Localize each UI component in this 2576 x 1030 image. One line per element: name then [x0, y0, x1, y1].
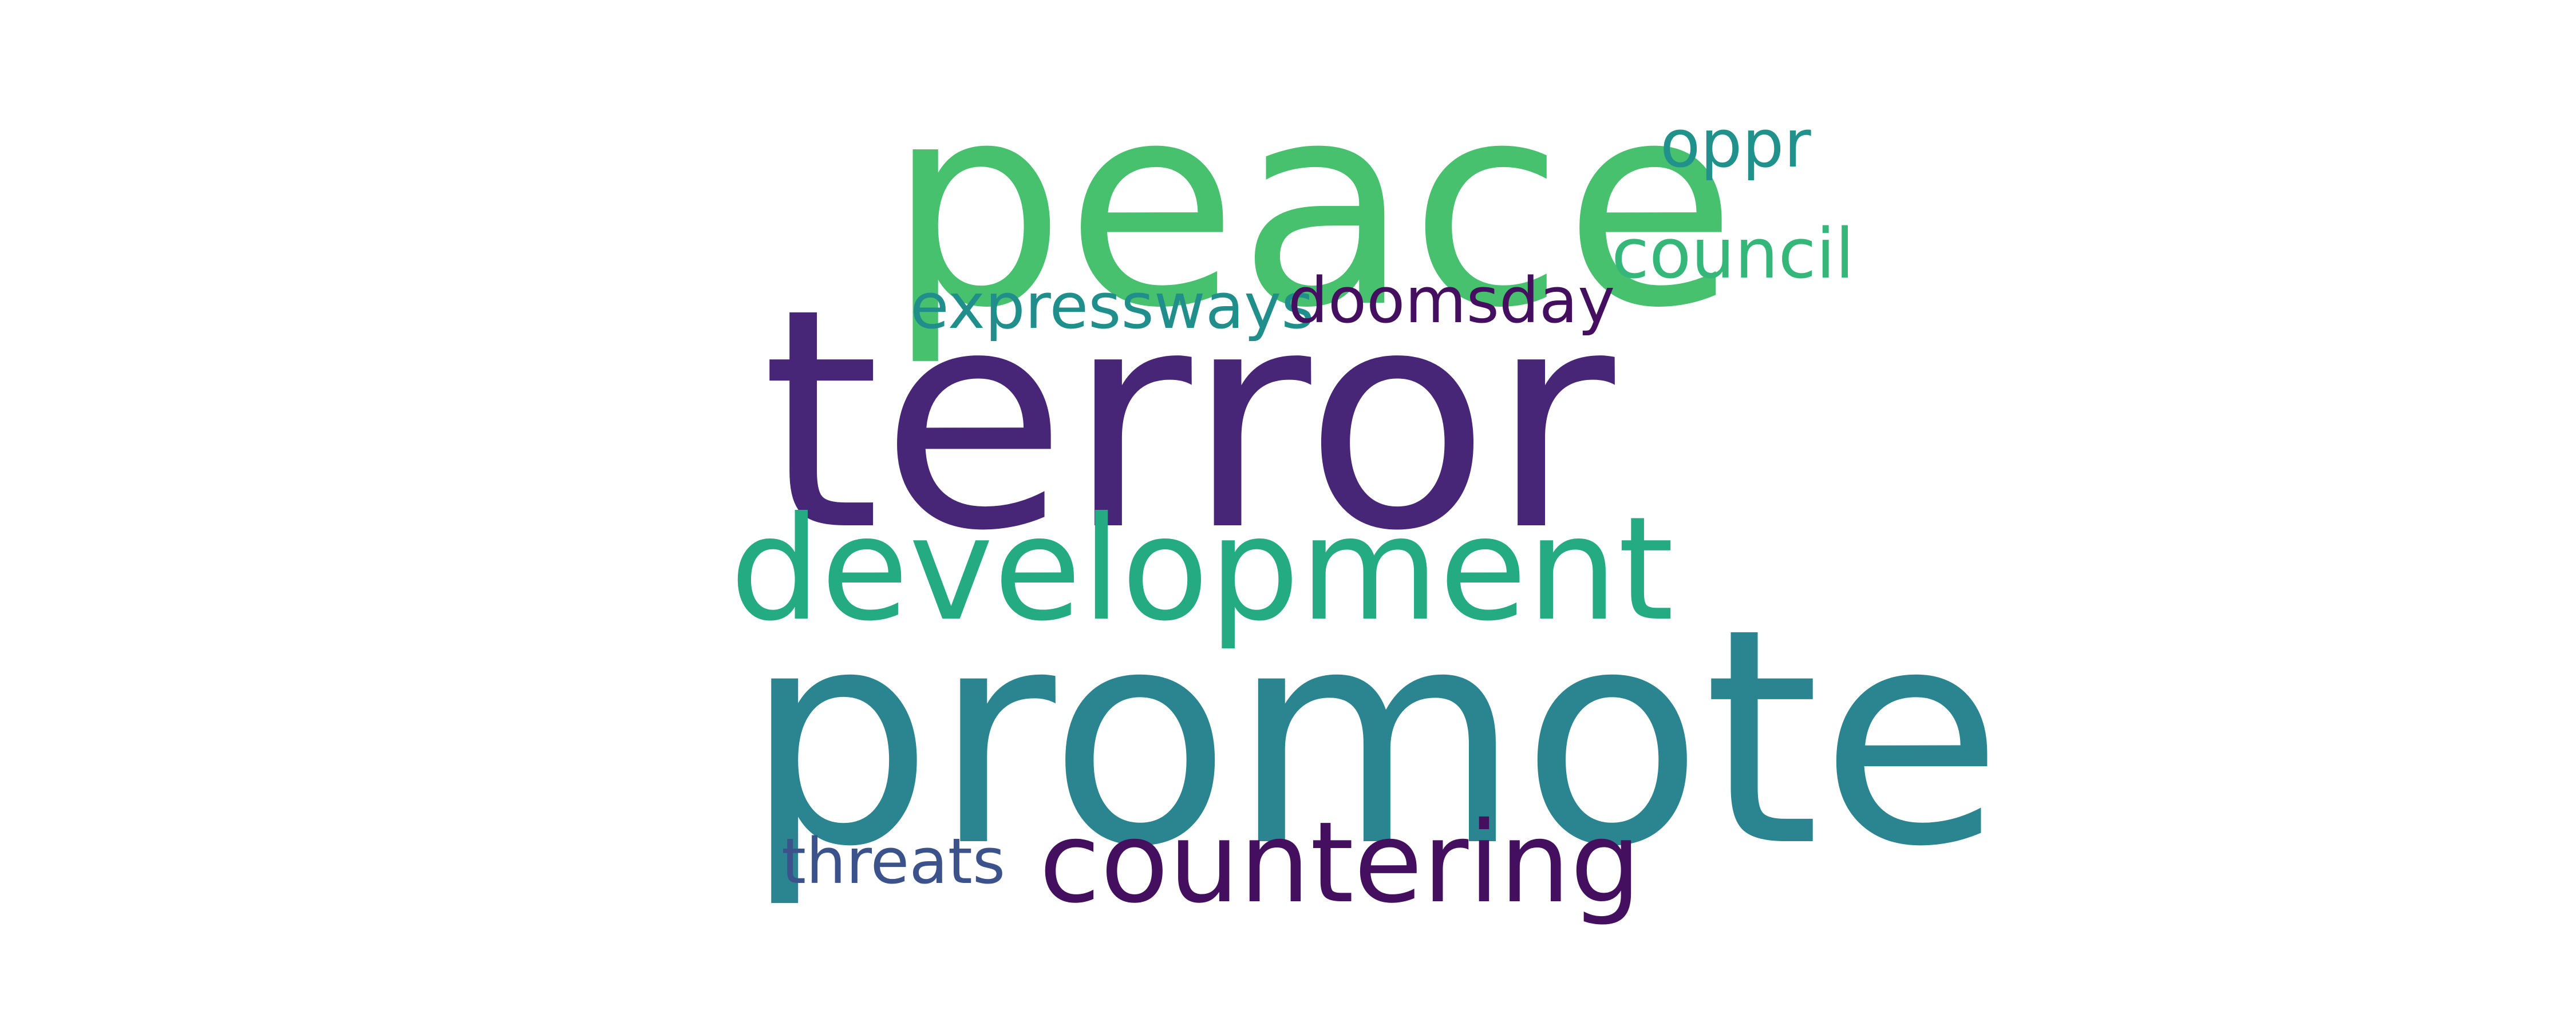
word-development: development: [730, 486, 1674, 652]
word-threats: threats: [781, 825, 1006, 898]
word-doomsday: doomsday: [1288, 264, 1615, 337]
word-expressways: expressways: [910, 270, 1314, 343]
word-terror: terror: [761, 244, 1615, 597]
word-countering: countering: [1039, 798, 1641, 928]
word-peace: peace: [887, 42, 1737, 369]
word-oppr: oppr: [1660, 106, 1811, 183]
word-promote: promote: [744, 565, 2004, 912]
word-council: council: [1611, 215, 1855, 294]
